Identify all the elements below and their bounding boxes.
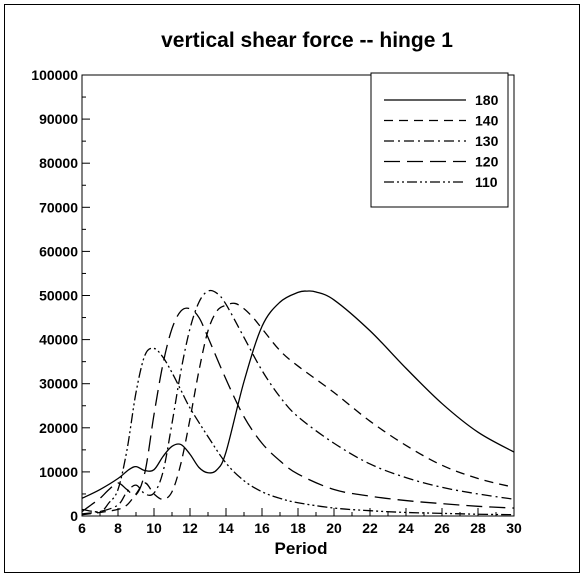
x-axis-label: Period bbox=[275, 539, 328, 558]
legend-box bbox=[370, 72, 509, 208]
series-line-180 bbox=[81, 290, 515, 499]
chart-title: vertical shear force -- hinge 1 bbox=[161, 29, 453, 52]
x-tick-label: 12 bbox=[182, 520, 198, 536]
y-tick-label: 90000 bbox=[39, 111, 78, 127]
x-tick-label: 10 bbox=[146, 520, 162, 536]
y-axis: 0 10000 20000 30000 40000 50000 60000 70000 8000… bbox=[31, 67, 90, 524]
y-tick-label: 100000 bbox=[31, 67, 78, 83]
y-tick-label: 30000 bbox=[39, 376, 78, 392]
x-axis: 6 8 10 12 14 16 18 20 22 24 26 28 30 bbox=[78, 508, 522, 536]
y-tick-label: 70000 bbox=[39, 199, 78, 215]
legend-label-120: 120 bbox=[475, 154, 499, 170]
y-tick-label: 20000 bbox=[39, 420, 78, 436]
x-tick-label: 26 bbox=[434, 520, 450, 536]
x-tick-label: 16 bbox=[254, 520, 270, 536]
x-tick-label: 6 bbox=[78, 520, 86, 536]
figure-frame: vertical shear force -- hinge 1 0 10000 20… bbox=[4, 4, 580, 573]
legend-label-140: 140 bbox=[475, 113, 499, 129]
y-tick-label: 40000 bbox=[39, 332, 78, 348]
legend: 180 140 130 120 110 bbox=[370, 72, 509, 208]
y-tick-label: 60000 bbox=[39, 243, 78, 259]
series-line-120 bbox=[81, 307, 515, 513]
y-tick-label: 0 bbox=[70, 508, 78, 524]
x-tick-label: 24 bbox=[398, 520, 414, 536]
y-tick-label: 80000 bbox=[39, 155, 78, 171]
x-tick-label: 14 bbox=[218, 520, 234, 536]
y-tick-label: 50000 bbox=[39, 288, 78, 304]
line-chart: vertical shear force -- hinge 1 0 10000 20… bbox=[31, 29, 522, 558]
y-tick-label: 10000 bbox=[39, 464, 78, 480]
legend-label-110: 110 bbox=[475, 174, 498, 190]
x-tick-label: 20 bbox=[326, 520, 342, 536]
x-tick-label: 22 bbox=[362, 520, 378, 536]
x-tick-label: 30 bbox=[506, 520, 522, 536]
x-tick-label: 18 bbox=[290, 520, 306, 536]
series-line-130 bbox=[81, 289, 515, 515]
legend-label-130: 130 bbox=[475, 133, 499, 149]
legend-label-180: 180 bbox=[475, 92, 499, 108]
x-tick-label: 28 bbox=[470, 520, 486, 536]
series-line-110 bbox=[81, 347, 515, 516]
series-lines bbox=[81, 289, 515, 516]
x-tick-label: 8 bbox=[114, 520, 122, 536]
series-line-140 bbox=[81, 302, 515, 516]
